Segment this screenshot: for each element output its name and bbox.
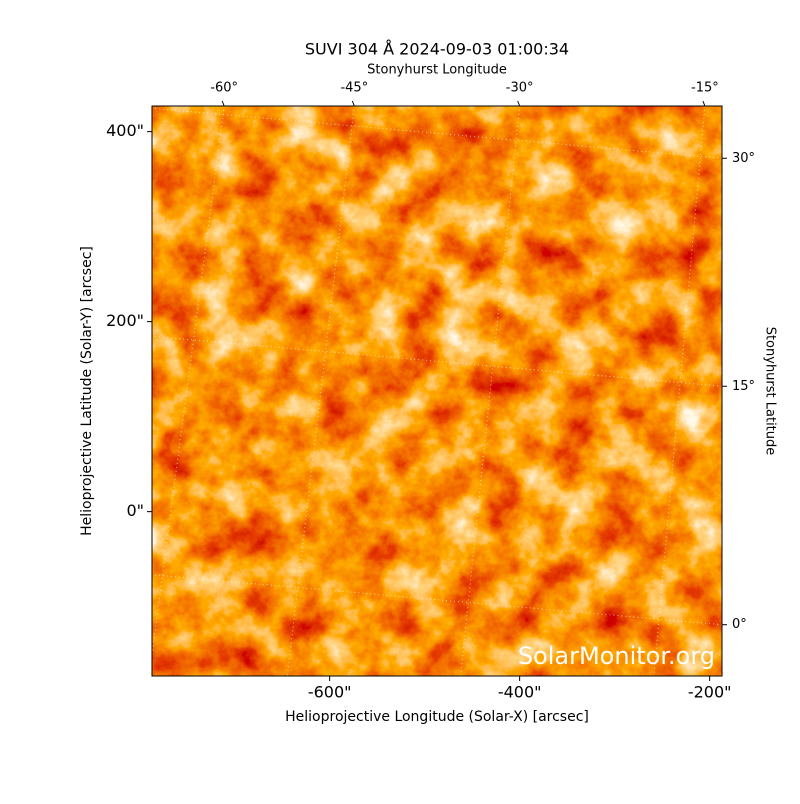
x2-tick-label: -60° [210,81,238,96]
x-tick-label: -600" [308,683,352,702]
plot-frame [151,105,723,677]
solar-image [152,106,722,676]
y2-grid-line [151,107,723,159]
watermark: SolarMonitor.org [518,642,715,670]
chart-title: SUVI 304 Å 2024-09-03 01:00:34 [305,40,569,59]
x2-axis-label: Stonyhurst Longitude [367,63,507,78]
y2-axis-label: Stonyhurst Latitude [763,327,778,456]
y2-tick-label: 0° [732,617,747,632]
x-tick-label: -200" [688,683,732,702]
x2-tick [351,100,355,107]
x2-tick-label: -30° [506,81,534,96]
y2-grid-line [151,574,723,626]
y2-tick-label: 30° [732,151,755,166]
x-tick-label: -400" [498,683,542,702]
y2-tick-label: 15° [732,379,755,394]
x2-tick [702,100,706,107]
y-tick-label: 400" [106,121,144,140]
y-tick-label: 0" [126,501,144,520]
y2-grid-line [151,335,723,387]
x2-tick-label: -45° [340,81,368,96]
y-tick-label: 200" [106,311,144,330]
x2-tick [517,100,521,107]
x2-tick [221,100,225,107]
y-axis-label: Helioprojective Latitude (Solar-Y) [arcs… [79,246,95,536]
x2-tick-label: -15° [691,81,719,96]
x-axis-label: Helioprojective Longitude (Solar-X) [arc… [285,709,589,725]
stonyhurst-grid [148,105,723,677]
x2-grid-line [653,105,706,677]
